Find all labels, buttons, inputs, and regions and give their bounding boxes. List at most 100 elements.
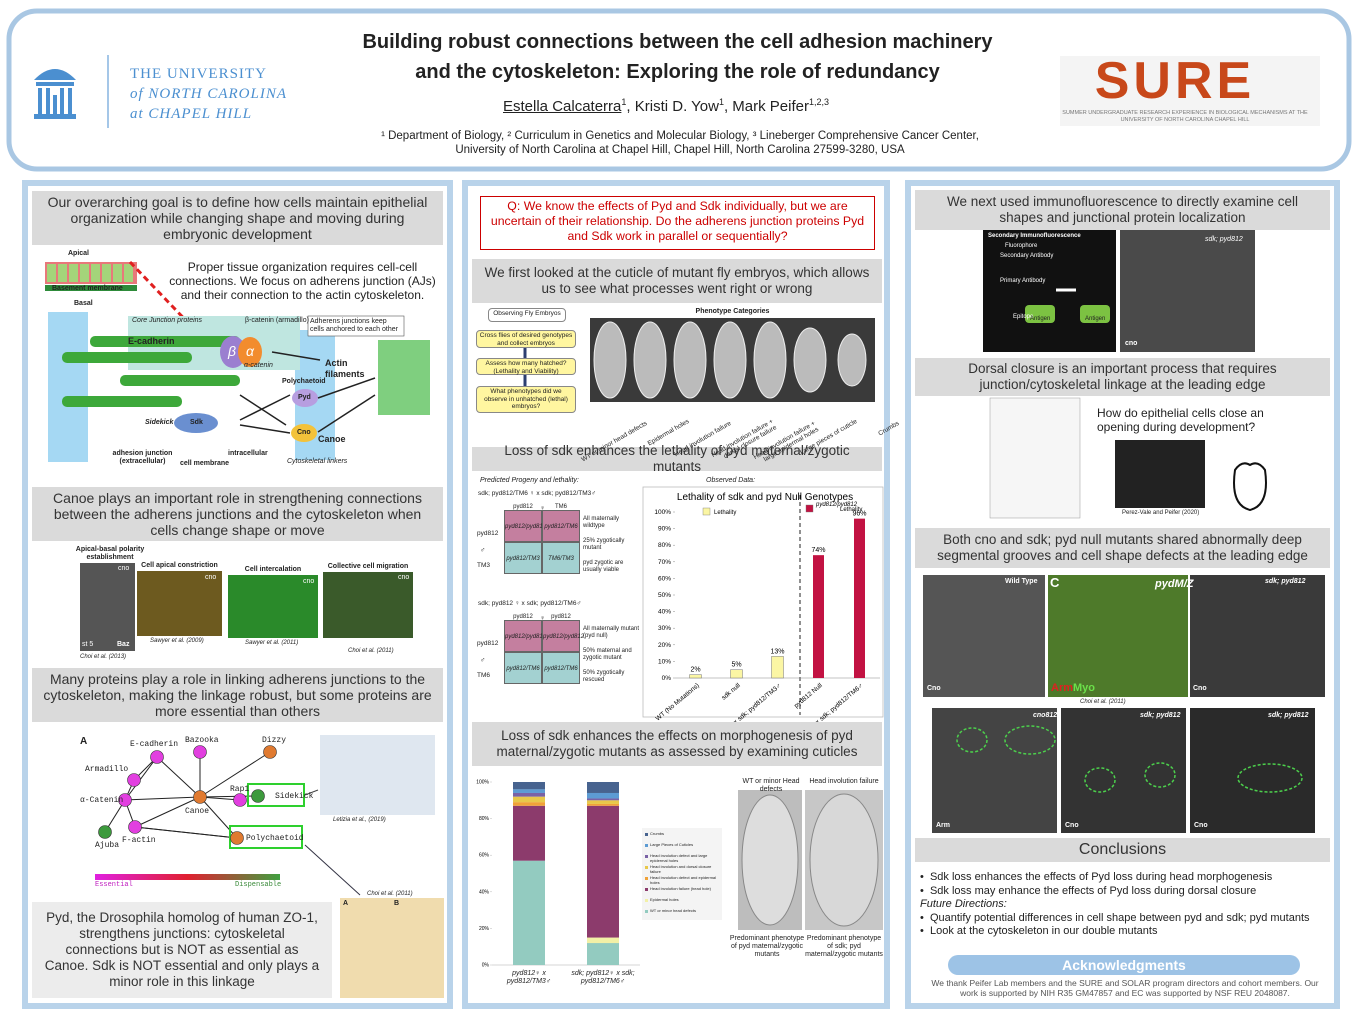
row-header: TM6 xyxy=(477,672,490,679)
row-header: pyd812 xyxy=(477,530,499,537)
network-node xyxy=(263,745,277,759)
epithelium-diagram xyxy=(45,260,430,462)
sure-logo: SURE xyxy=(1094,52,1256,110)
punnett-cell: pyd812/pyd812 xyxy=(542,620,584,652)
citation: Choi et al. (2011) xyxy=(348,648,394,654)
image-title: WT or minor Head defects xyxy=(742,778,800,793)
image-label: Cno xyxy=(1194,822,1208,829)
legend-label: Lethality xyxy=(840,507,862,513)
affiliation-mark: 1,2,3 xyxy=(809,97,830,107)
node-label: Sidekick xyxy=(275,792,314,801)
bar-segment xyxy=(587,798,619,801)
subheading: Observed Data: xyxy=(706,477,756,484)
header-frame xyxy=(6,8,1352,172)
bar xyxy=(689,674,702,679)
image-label: cno xyxy=(1125,340,1138,347)
diagram-label: adhesion junction (extracellular) xyxy=(112,450,173,465)
node-label: Polychaetoid xyxy=(246,834,304,843)
y-tick-label: 40% xyxy=(479,889,490,895)
bullet: • Sdk loss may enhance the effects of Py… xyxy=(920,884,1257,897)
row-header: TM3 xyxy=(477,562,490,569)
network-node xyxy=(118,793,132,807)
author: , Mark Peifer xyxy=(723,98,809,115)
diagram-label: Canoe xyxy=(318,434,346,444)
question-box: Q: We know the effects of Pyd and Sdk in… xyxy=(480,196,875,250)
image-title: Cell intercalation xyxy=(244,566,302,573)
diagram-label: Epitope xyxy=(1013,314,1034,320)
diagram-title: Secondary Immunofluorescence xyxy=(988,233,1081,239)
summary-text: Pyd, the Drosophila homolog of human ZO-… xyxy=(32,902,332,998)
panel-label: A xyxy=(343,900,349,907)
diagram-label: cell membrane xyxy=(180,460,230,467)
title: Building robust connections between the … xyxy=(362,31,993,53)
ack-text: We thank Peifer Lab members and the SURE… xyxy=(931,978,1319,998)
diagram-label: Antigen xyxy=(1030,316,1051,322)
network xyxy=(98,745,305,849)
network-node xyxy=(233,793,247,807)
micrograph xyxy=(932,708,1057,833)
image-title: Cell apical constriction xyxy=(141,562,218,569)
scale-label: Dispensable xyxy=(235,881,282,889)
section-heading: Loss of sdk enhances the lethality of py… xyxy=(472,443,882,474)
y-tick-label: 80% xyxy=(479,816,490,822)
university-line: at CHAPEL HILL xyxy=(130,106,253,122)
col-header: pyd812 xyxy=(513,504,533,510)
citation: Letizia et al., (2019) xyxy=(333,817,386,823)
network-node xyxy=(193,745,207,759)
bar xyxy=(730,669,743,679)
citation: Choi et al. (2011) xyxy=(1080,699,1126,705)
y-tick-label: 90% xyxy=(658,526,671,533)
punnett-cell: pyd812/TM6 xyxy=(504,652,542,684)
image-label: Cno xyxy=(1193,685,1207,692)
scale-label: Essential xyxy=(95,881,133,889)
section-heading: Loss of sdk enhances the effects on morp… xyxy=(472,722,882,766)
punnett-cell: pyd812/TM6 xyxy=(542,652,580,684)
bullet-text: Sdk loss enhances the effects of Pyd los… xyxy=(929,871,1273,883)
node-label: Canoe xyxy=(185,807,210,816)
panel-label: C xyxy=(1050,575,1060,590)
sure-logo-bg xyxy=(1060,56,1320,126)
subheading: Future Directions: xyxy=(920,898,1007,910)
legend-frame xyxy=(642,828,722,920)
author: , Kristi D. Yow xyxy=(626,98,719,115)
node-label: F-actin xyxy=(122,836,156,845)
y-tick-label: 60% xyxy=(479,853,490,859)
bar-segment xyxy=(587,805,619,938)
micrograph xyxy=(923,575,1045,697)
legend-swatch xyxy=(645,844,648,847)
image-title: Wild Type xyxy=(1005,578,1038,585)
micrograph xyxy=(137,571,222,636)
affiliation-mark: 1 xyxy=(718,97,724,107)
bar-segment xyxy=(513,796,545,803)
image-label: Arm xyxy=(936,822,951,829)
punnett-cell: pyd812/pyd812 xyxy=(504,620,546,652)
diagram-label: Primary Antibody xyxy=(1000,278,1046,284)
diagram-label: Fluorophore xyxy=(1005,243,1038,249)
diagram-label: Secondary Antibody xyxy=(1000,253,1054,259)
micrograph xyxy=(228,575,318,638)
image-title: Collective cell migration xyxy=(327,563,409,570)
image-label: cno xyxy=(398,574,410,581)
section-heading: Many proteins play a role in linking adh… xyxy=(32,668,443,722)
bag-icon xyxy=(1233,462,1267,512)
value-label: 2% xyxy=(690,667,700,674)
y-tick-label: 100% xyxy=(654,509,671,516)
image-label: cno xyxy=(118,565,130,572)
section-heading: We first looked at the cuticle of mutant… xyxy=(472,259,882,303)
bar xyxy=(854,518,865,678)
diagram-label: β-catenin (armadillo) xyxy=(245,317,309,324)
flow-box: Observing Fly Embryos xyxy=(488,308,566,322)
legend-swatch xyxy=(645,899,648,902)
image-title: sdk; pyd812 xyxy=(1205,236,1243,243)
cross-label: sdk; pyd812 ♀ x sdk; pyd812/TM6♂ xyxy=(478,600,582,607)
bar-segment xyxy=(513,782,545,790)
cross-label: sdk; pyd812/TM6 ♀ x sdk; pyd812/TM3♂ xyxy=(478,490,597,497)
legend-label: Head involution defect and epidermal hol… xyxy=(650,875,717,885)
y-tick-label: 20% xyxy=(658,642,671,649)
highlight-ovals xyxy=(956,725,1303,793)
network-node xyxy=(230,831,244,845)
micrograph xyxy=(323,572,413,638)
image-label: Myo xyxy=(1073,682,1095,694)
y-tick-label: 10% xyxy=(658,658,671,665)
